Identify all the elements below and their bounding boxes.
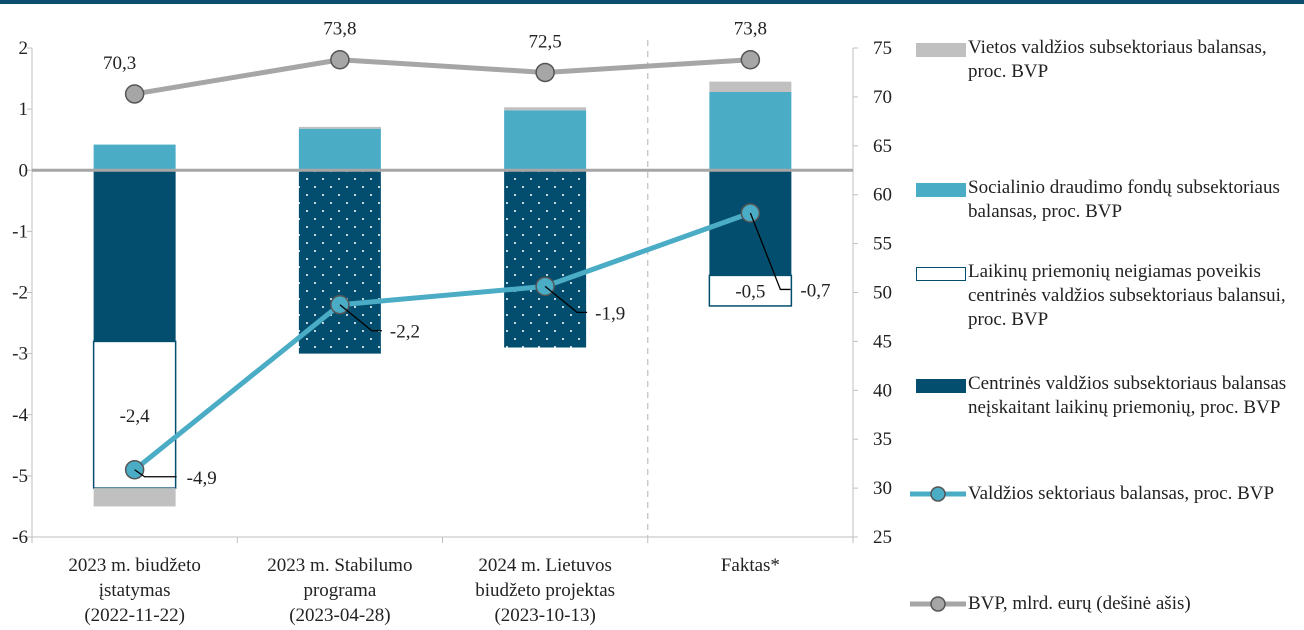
general-balance-data-label: -4,9 <box>187 468 217 489</box>
legend-swatch-central <box>916 379 966 393</box>
legend-swatch-temporary <box>916 267 966 281</box>
right-tick-label: 75 <box>873 38 892 59</box>
legend-swatch-gdp <box>910 596 966 612</box>
legend-label-local: Vietos valdžios subsektoriaus balansas, … <box>968 37 1267 82</box>
bar-social-insurance <box>504 110 587 171</box>
right-tick-label: 70 <box>873 87 892 108</box>
header-bar <box>0 0 1304 4</box>
legend-swatch-social <box>916 183 966 197</box>
legend-swatch-general-balance <box>910 486 966 502</box>
general-balance-data-label: -0,7 <box>800 280 830 301</box>
bar-social-insurance <box>709 92 792 171</box>
x-category-label: (2023-04-28) <box>289 605 390 626</box>
gdp-data-label: 70,3 <box>103 53 136 74</box>
chart: 2 1 0 -1 -2 -3 -4 -5 -6 75 70 65 60 55 50 45 40 35 30 25 -2,… <box>12 19 892 626</box>
general-balance-leader <box>134 469 177 478</box>
x-category-label: Faktas* <box>721 555 780 576</box>
gdp-point <box>740 49 761 70</box>
left-tick-label: -3 <box>12 344 28 365</box>
right-tick-label: 25 <box>873 527 892 548</box>
left-tick-label: 1 <box>19 99 29 120</box>
x-category-label: įstatymas <box>99 580 171 601</box>
legend-label-general-balance: Valdžios sektoriaus balansas, proc. BVP <box>968 483 1275 504</box>
right-tick-label: 50 <box>873 283 892 304</box>
legend-swatch-local <box>916 43 966 57</box>
gdp-point <box>535 62 555 83</box>
gdp-line <box>134 57 751 97</box>
bar-central-government <box>93 170 176 342</box>
left-tick-label: 0 <box>19 160 29 181</box>
x-category-label: programa <box>303 580 376 601</box>
legend-label-gdp: BVP, mlrd. eurų (dešinė ašis) <box>968 593 1191 614</box>
bar-temporary-measures <box>708 274 793 307</box>
bar-central-government <box>298 170 381 354</box>
gdp-point <box>124 84 145 104</box>
x-category-label: (2022-11-22) <box>84 605 185 626</box>
general-balance-leader <box>749 212 791 291</box>
x-category-label: (2023-10-13) <box>494 605 595 626</box>
left-tick-label: -5 <box>12 466 28 487</box>
bar-temporary-label: -0,5 <box>735 282 765 303</box>
right-tick-label: 55 <box>873 234 892 255</box>
gdp-data-label: 73,8 <box>734 19 767 40</box>
right-tick-label: 30 <box>873 478 892 499</box>
x-category-label: 2023 m. biudžeto <box>68 555 200 576</box>
gdp-point <box>330 49 350 70</box>
gdp-data-label: 73,8 <box>323 19 356 40</box>
bar-local-government <box>298 126 381 129</box>
general-balance-leader <box>544 285 588 314</box>
general-balance-leader <box>339 304 382 332</box>
right-tick-label: 60 <box>873 185 892 206</box>
bar-local-government <box>93 488 176 507</box>
x-category-label: biudžeto projektas <box>475 580 615 601</box>
right-tick-label: 35 <box>873 429 892 450</box>
x-category-label: 2023 m. Stabilumo <box>267 555 412 576</box>
general-balance-data-label: -1,9 <box>595 303 625 324</box>
left-tick-label: -6 <box>12 527 28 548</box>
bar-local-government <box>504 107 587 111</box>
x-category-label: 2024 m. Lietuvos <box>478 555 612 576</box>
bar-temporary-label: -2,4 <box>120 406 151 427</box>
right-tick-label: 45 <box>873 331 892 352</box>
gdp-data-label: 72,5 <box>529 31 562 52</box>
general-balance-data-label: -2,2 <box>390 322 420 343</box>
bar-social-insurance <box>93 144 176 171</box>
left-tick-label: -4 <box>12 405 28 426</box>
left-tick-label: -2 <box>12 283 28 304</box>
bar-social-insurance <box>298 128 381 171</box>
right-tick-label: 40 <box>873 380 892 401</box>
general-balance-line <box>133 210 752 472</box>
left-tick-label: -1 <box>12 221 28 242</box>
bar-central-government <box>504 170 587 348</box>
right-tick-label: 65 <box>873 136 892 157</box>
legend-label-central: Centrinės valdžios subsektoriaus balansa… <box>968 373 1287 418</box>
legend-label-social: Socialinio draudimo fondų subsektoriaus … <box>968 177 1280 222</box>
bar-local-government <box>709 81 792 93</box>
left-tick-label: 2 <box>19 38 29 59</box>
legend-label-temporary: Laikinų priemonių neigiamas poveikis cen… <box>968 261 1286 330</box>
